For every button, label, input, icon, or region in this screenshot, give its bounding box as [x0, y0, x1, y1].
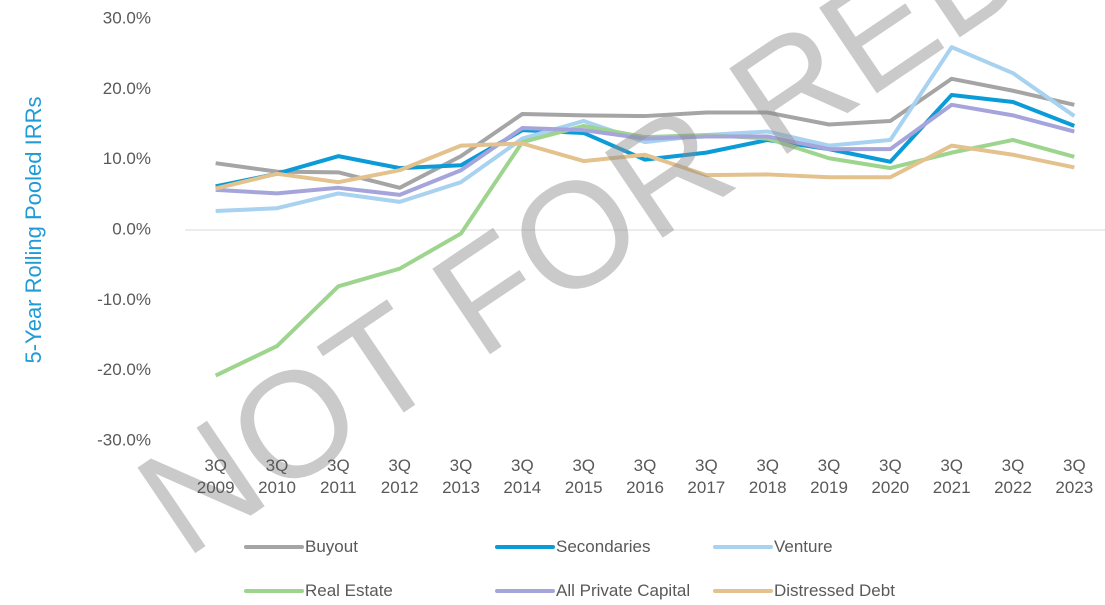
x-tick-label: 3Q 2012 [380, 456, 419, 497]
x-tick-label: 3Q 2011 [320, 456, 357, 497]
series-line [215, 102, 1075, 197]
y-axis-label: 5-Year Rolling Pooled IRRs [21, 97, 46, 364]
y-tick-label: 20.0% [103, 79, 151, 98]
x-tick-label: 3Q 2015 [564, 456, 603, 497]
x-tick-label: 3Q 2021 [932, 456, 971, 497]
legend-label: Distressed Debt [774, 581, 895, 600]
x-tick-label: 3Q 2017 [687, 456, 726, 497]
x-tick-label: 3Q 2009 [196, 456, 235, 497]
x-tick-label: 3Q 2014 [503, 456, 542, 497]
y-tick-label: 10.0% [103, 149, 151, 168]
series-line [215, 141, 1075, 191]
y-tick-label: 30.0% [103, 8, 151, 27]
x-tick-label: 3Q 2010 [258, 456, 296, 497]
y-tick-label: -20.0% [97, 360, 151, 379]
x-tick-label: 3Q 2020 [871, 456, 910, 497]
legend-label: Real Estate [305, 581, 393, 600]
y-tick-label: 0.0% [112, 219, 151, 238]
series-line [215, 45, 1076, 214]
legend-label: All Private Capital [556, 581, 691, 600]
y-tick-label: -10.0% [97, 290, 151, 309]
x-tick-label: 3Q 2019 [810, 456, 848, 497]
y-tick-label: -30.0% [97, 430, 151, 449]
legend-label: Buyout [305, 537, 358, 556]
legend-label: Venture [774, 537, 833, 556]
x-tick-label: 3Q 2013 [442, 456, 480, 497]
x-tick-label: 3Q 2016 [626, 456, 664, 497]
x-tick-label: 3Q 2022 [994, 456, 1032, 497]
x-tick-label: 3Q 2018 [748, 456, 787, 497]
legend-label: Secondaries [556, 537, 651, 556]
x-tick-label: 3Q 2023 [1055, 456, 1094, 497]
